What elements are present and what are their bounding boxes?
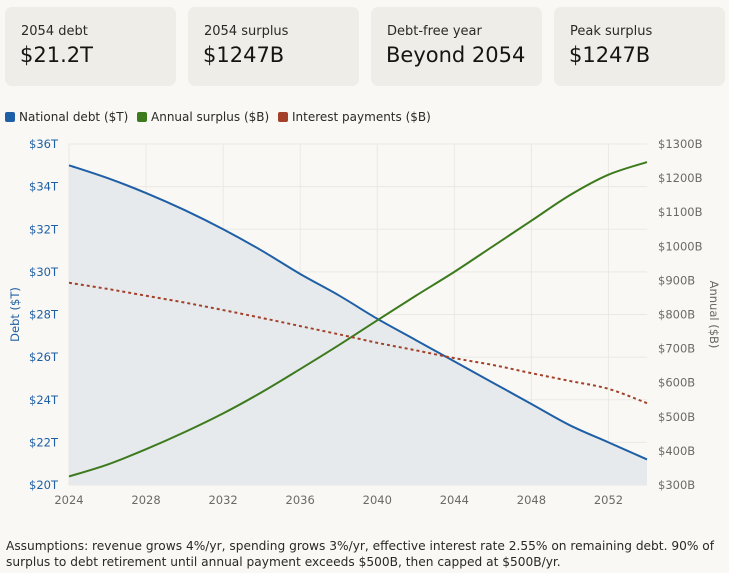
surplus-series-line <box>68 161 648 478</box>
y-right-tick-label: $1000B <box>658 239 703 253</box>
x-tick-label: 2036 <box>286 493 315 507</box>
legend-label: National debt ($T) <box>19 110 129 124</box>
legend-item-surplus[interactable]: Annual surplus ($B) <box>137 110 269 124</box>
x-tick-label: 2032 <box>208 493 237 507</box>
legend-label: Annual surplus ($B) <box>151 110 270 124</box>
y-left-tick-label: $34T <box>29 180 59 194</box>
y-right-tick-label: $500B <box>658 410 695 424</box>
card-label: Peak surplus <box>570 24 653 39</box>
y-right-tick-label: $1300B <box>658 137 703 151</box>
x-tick-label: 2040 <box>363 493 392 507</box>
legend-label: Interest payments ($B) <box>292 110 431 124</box>
y-left-tick-label: $22T <box>29 435 59 449</box>
debt-series-line <box>68 164 648 461</box>
card-label: Debt-free year <box>387 24 482 39</box>
y-right-tick-label: $700B <box>658 342 695 356</box>
interest-series-line <box>68 281 648 405</box>
card-value: $1247B <box>569 43 651 67</box>
card-peak-surplus: Peak surplus $1247B <box>554 7 725 86</box>
y-right-axis-title: Annual ($B) <box>707 281 721 349</box>
y-right-tick-label: $900B <box>658 273 695 287</box>
y-left-tick-label: $24T <box>29 393 59 407</box>
x-tick-label: 2024 <box>54 493 83 507</box>
y-right-tick-label: $400B <box>658 444 695 458</box>
y-right-tick-label: $300B <box>658 478 695 492</box>
y-right-tick-label: $800B <box>658 308 695 322</box>
x-tick-label: 2044 <box>440 493 469 507</box>
y-left-tick-label: $26T <box>29 350 59 364</box>
debt-surplus-chart: $20T $22T $24T $26T $28T $30T $32T $34T $36T $300… <box>8 137 721 507</box>
y-left-axis-title: Debt ($T) <box>8 287 22 342</box>
card-2054-debt: 2054 debt $21.2T <box>5 7 176 86</box>
assumptions-note: Assumptions: revenue grows 4%/yr, spendi… <box>6 539 715 569</box>
card-value: $21.2T <box>20 43 93 67</box>
legend-item-interest[interactable]: Interest payments ($B) <box>278 110 431 124</box>
card-label: 2054 debt <box>21 24 88 39</box>
x-tick-label: 2048 <box>517 493 546 507</box>
y-left-tick-label: $30T <box>29 265 59 279</box>
y-left-tick-label: $36T <box>29 137 59 151</box>
card-label: 2054 surplus <box>204 24 289 39</box>
legend-swatch-surplus <box>137 112 147 122</box>
y-right-tick-label: $1200B <box>658 171 703 185</box>
debt-area-fill <box>69 165 647 485</box>
card-2054-surplus: 2054 surplus $1247B <box>188 7 359 86</box>
card-debt-free-year: Debt-free year Beyond 2054 <box>371 7 542 86</box>
card-value: $1247B <box>203 43 285 67</box>
y-left-tick-label: $28T <box>29 308 59 322</box>
y-left-tick-label: $20T <box>29 478 59 492</box>
y-left-tick-label: $32T <box>29 222 59 236</box>
legend-swatch-debt <box>5 112 15 122</box>
legend-item-debt[interactable]: National debt ($T) <box>5 110 128 124</box>
summary-cards: 2054 debt $21.2T 2054 surplus $1247B Deb… <box>5 7 725 87</box>
x-tick-label: 2052 <box>594 493 623 507</box>
legend-swatch-interest <box>278 112 288 122</box>
y-right-tick-label: $600B <box>658 376 695 390</box>
card-value: Beyond 2054 <box>386 43 526 67</box>
x-tick-label: 2028 <box>131 493 160 507</box>
y-right-tick-label: $1100B <box>658 205 703 219</box>
